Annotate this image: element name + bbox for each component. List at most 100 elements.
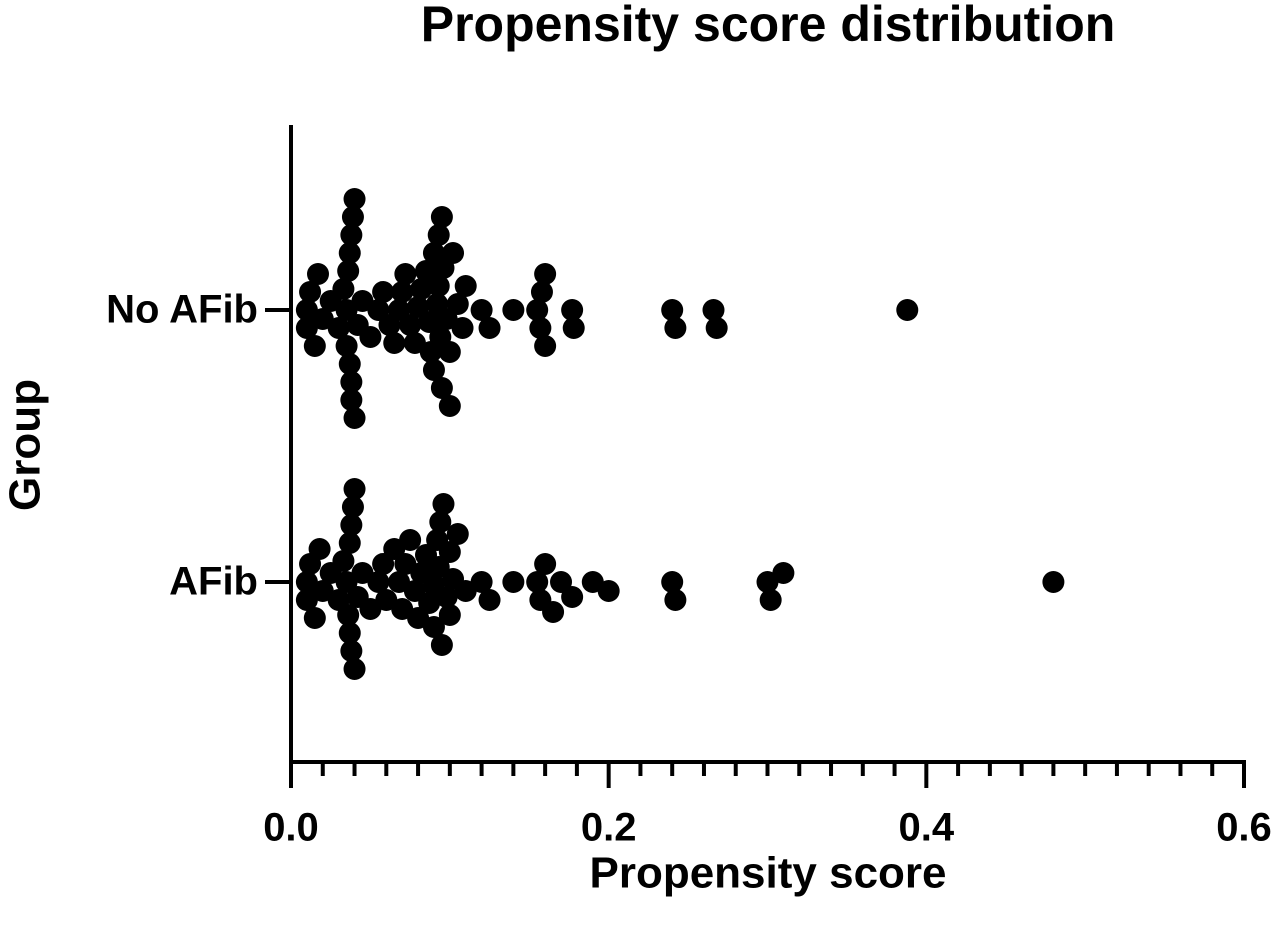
data-point [332, 550, 355, 572]
data-point [597, 580, 620, 602]
data-point [332, 278, 355, 300]
data-point [454, 275, 477, 297]
data-point [772, 562, 795, 584]
data-point [470, 299, 493, 321]
data-point [372, 553, 395, 575]
data-point [526, 571, 549, 593]
data-point [367, 571, 390, 593]
data-point [399, 314, 422, 336]
data-point [529, 317, 552, 339]
data-point [430, 206, 453, 228]
data-point [340, 640, 363, 662]
data-point [442, 242, 465, 264]
data-point [415, 260, 438, 282]
data-point [530, 281, 553, 303]
data-point [534, 335, 557, 357]
y-tick-label: AFib [169, 560, 258, 604]
chart-title: Propensity score distribution [421, 0, 1116, 52]
data-point [391, 281, 414, 303]
data-point [340, 224, 363, 246]
data-point [337, 604, 360, 626]
data-point [343, 407, 366, 429]
data-point [335, 335, 358, 357]
data-point [446, 293, 469, 315]
data-point [438, 541, 461, 563]
data-point [338, 532, 361, 554]
data-point [430, 634, 453, 656]
data-point [661, 571, 684, 593]
data-point [427, 275, 450, 297]
data-point [338, 622, 361, 644]
data-point [340, 389, 363, 411]
data-point [502, 571, 525, 593]
data-point [542, 601, 565, 623]
data-point [438, 341, 461, 363]
data-point [299, 281, 322, 303]
data-point [427, 224, 450, 246]
data-point [438, 395, 461, 417]
data-point [418, 592, 441, 614]
y-axis-label: Group [1, 379, 50, 511]
data-point [435, 586, 458, 608]
data-point [407, 296, 430, 318]
data-point [418, 311, 441, 333]
data-point [337, 260, 360, 282]
data-point [661, 299, 684, 321]
data-point [759, 589, 782, 611]
data-point [438, 604, 461, 626]
data-point [702, 299, 725, 321]
x-tick-label: 0.2 [581, 806, 637, 850]
data-point [446, 523, 469, 545]
x-tick-label: 0.4 [899, 806, 955, 850]
data-point [478, 589, 501, 611]
data-point [502, 299, 525, 321]
data-point [562, 317, 585, 339]
data-point [664, 317, 687, 339]
data-point [470, 571, 493, 593]
data-point [359, 326, 382, 348]
data-point [422, 616, 445, 638]
data-point [338, 353, 361, 375]
data-point [561, 586, 584, 608]
data-point [383, 332, 406, 354]
x-tick-label: 0.0 [263, 806, 319, 850]
x-axis-label: Propensity score [589, 849, 946, 898]
data-point [430, 377, 453, 399]
data-point [664, 589, 687, 611]
data-point [338, 242, 361, 264]
data-point [388, 299, 411, 321]
data-point [410, 278, 433, 300]
data-point [451, 317, 474, 339]
data-point [367, 299, 390, 321]
data-point [550, 571, 573, 593]
data-point [1042, 571, 1065, 593]
data-point [340, 371, 363, 393]
data-point [327, 317, 350, 339]
data-point [422, 359, 445, 381]
data-point [705, 317, 728, 339]
data-point [343, 188, 366, 210]
data-point [303, 607, 326, 629]
data-point [343, 478, 366, 500]
data-point [307, 263, 330, 285]
data-point [372, 281, 395, 303]
data-point [341, 496, 364, 518]
data-point [534, 263, 557, 285]
data-point [526, 299, 549, 321]
y-tick-label: No AFib [106, 288, 258, 332]
data-point [394, 263, 417, 285]
data-point [561, 299, 584, 321]
data-point [432, 493, 455, 515]
data-point [896, 299, 919, 321]
data-point [343, 658, 366, 680]
data-point [478, 317, 501, 339]
data-point [303, 335, 326, 357]
data-point [341, 206, 364, 228]
data-point [340, 514, 363, 536]
data-point [429, 511, 452, 533]
data-point [399, 529, 422, 551]
x-tick-label: 0.6 [1216, 806, 1272, 850]
data-point [308, 538, 331, 560]
